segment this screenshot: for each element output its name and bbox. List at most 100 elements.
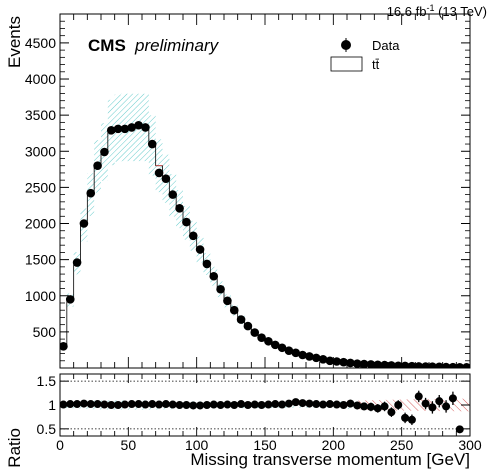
data-point <box>407 361 417 368</box>
ratio-point <box>73 400 82 409</box>
x-axis-ratio: 0 50 100 150 200 250 300 <box>56 374 482 453</box>
ratio-uncertainty-bin <box>415 399 423 411</box>
ratio-point <box>360 402 369 411</box>
luminosity-label: 16.6 fb-1 (13 TeV) <box>387 3 487 19</box>
x-ticks-main <box>59 14 471 368</box>
y-tick-label: 4000 <box>25 71 56 87</box>
data-point <box>400 361 410 368</box>
ratio-point <box>216 401 225 409</box>
x-tick-label: 300 <box>458 437 482 453</box>
y-axis-main: 500 1000 1500 2000 2500 3000 3500 4000 4500 <box>25 20 470 362</box>
ratio-y-tick-label: 1 <box>48 397 56 413</box>
ratio-point <box>421 399 430 408</box>
ratio-uncertainty-bin <box>388 399 395 411</box>
mc-uncertainty-band <box>60 93 470 368</box>
ratio-points <box>60 390 464 434</box>
ratio-uncertainty-bin <box>401 399 409 411</box>
ratio-point <box>120 400 129 409</box>
data-point <box>462 363 470 368</box>
ratio-point <box>271 400 280 409</box>
data-point <box>346 358 355 368</box>
data-point <box>366 360 376 368</box>
x-tick-label: 200 <box>322 437 346 453</box>
ratio-point <box>100 400 109 409</box>
ratio-point <box>448 394 457 403</box>
ratio-point <box>435 397 444 406</box>
data-point <box>216 284 225 294</box>
data-point <box>284 346 294 355</box>
data-point <box>455 362 465 368</box>
data-point <box>72 258 82 267</box>
ratio-point <box>380 402 389 411</box>
preliminary-label: preliminary <box>134 36 220 55</box>
ttbar-histogram <box>60 127 470 368</box>
legend-ttbar-swatch <box>330 56 363 72</box>
data-point <box>298 350 307 360</box>
data-point <box>229 305 239 315</box>
ratio-point <box>127 400 136 409</box>
ratio-point <box>161 400 170 409</box>
data-point <box>86 188 96 198</box>
data-point <box>257 333 266 342</box>
data-point <box>291 348 301 358</box>
ratio-point <box>86 400 95 409</box>
x-tick-label: 100 <box>185 437 209 453</box>
y-axis-ratio: 0.5 1 1.5 <box>37 373 470 437</box>
data-point <box>428 362 437 368</box>
ratio-point <box>189 401 198 410</box>
ratio-point <box>312 400 321 409</box>
y-tick-label: 500 <box>33 324 57 340</box>
ratio-point <box>394 401 403 409</box>
ratio-point <box>353 401 362 410</box>
data-point <box>277 343 287 353</box>
data-point <box>434 362 444 368</box>
data-point <box>100 147 109 157</box>
ratio-point <box>401 413 410 422</box>
ratio-point <box>346 399 355 408</box>
ratio-point <box>107 401 116 409</box>
ratio-point <box>209 400 218 409</box>
y-tick-label: 2500 <box>25 179 56 195</box>
data-point <box>147 139 157 149</box>
data-point <box>393 361 403 368</box>
data-point <box>243 321 253 331</box>
data-point <box>250 328 260 337</box>
ratio-point <box>114 401 123 409</box>
ratio-point <box>168 400 177 409</box>
ratio-point <box>196 401 205 410</box>
data-point <box>195 245 205 254</box>
ratio-y-tick-label: 0.5 <box>37 421 57 437</box>
ratio-point <box>325 400 334 409</box>
y-tick-label: 4500 <box>25 35 56 51</box>
data-point <box>106 126 116 135</box>
ratio-point <box>407 415 416 424</box>
ratio-point <box>243 401 252 409</box>
ratio-point <box>230 401 239 409</box>
data-point <box>141 123 150 132</box>
ratio-point <box>155 400 164 409</box>
data-point <box>264 336 273 346</box>
ratio-point <box>264 400 273 409</box>
data-point <box>182 217 191 227</box>
x-tick-label: 250 <box>390 437 414 453</box>
ratio-point <box>66 400 75 409</box>
ratio-axis-title: Ratio <box>5 428 24 468</box>
data-point <box>65 295 75 304</box>
y-tick-label: 1000 <box>25 288 56 304</box>
ratio-point <box>305 399 314 408</box>
legend-ttbar-label: tt̄ <box>372 57 380 72</box>
data-point <box>325 356 335 366</box>
ratio-point <box>332 400 341 409</box>
data-point <box>359 359 369 368</box>
x-tick-label: 0 <box>56 437 64 453</box>
data-point <box>154 168 164 178</box>
ratio-point <box>298 399 307 408</box>
ratio-point <box>455 425 464 434</box>
data-point <box>168 190 178 199</box>
y-axis-title: Events <box>5 16 24 68</box>
data-point <box>352 359 362 368</box>
ratio-point <box>319 400 328 409</box>
data-point <box>380 360 389 368</box>
main-plot-frame <box>59 13 471 369</box>
data-point <box>134 120 143 130</box>
